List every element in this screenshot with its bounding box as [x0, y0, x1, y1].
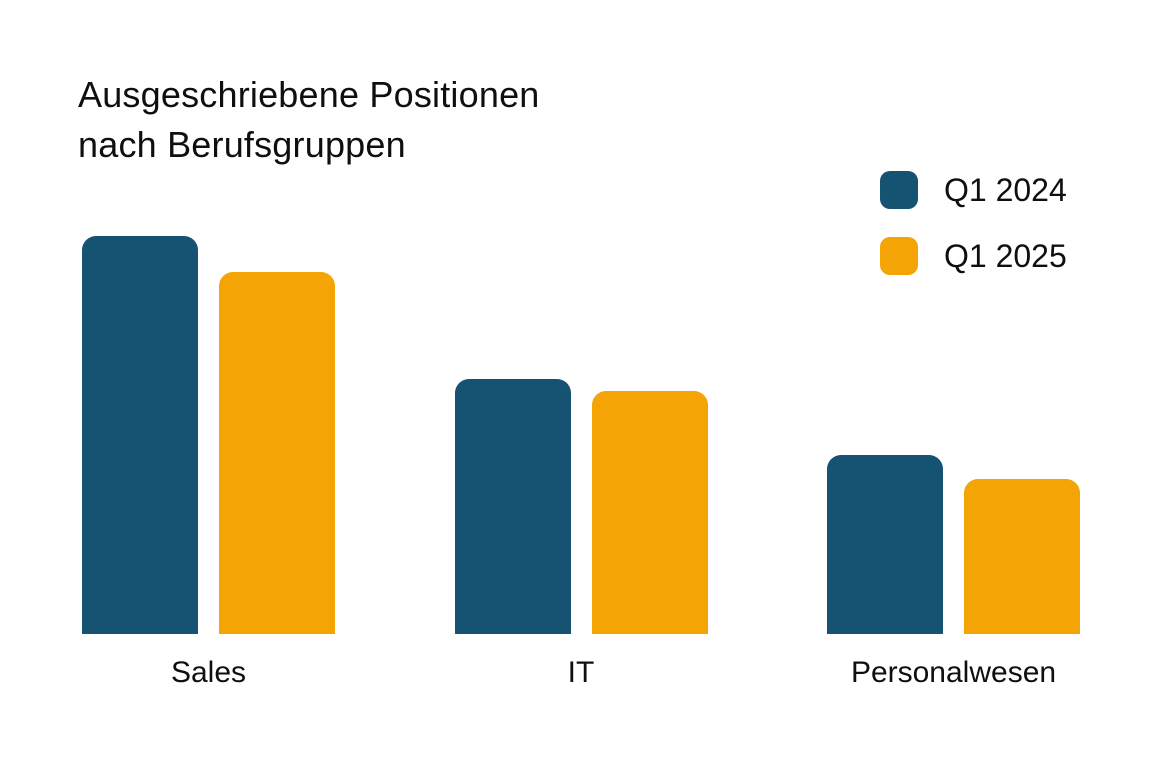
- legend-label-q1-2025: Q1 2025: [944, 237, 1067, 274]
- bar-q1-2024-it: [454, 379, 571, 634]
- category-axis: Sales IT Personalwesen: [82, 634, 1080, 690]
- chart-title-line-2: nach Berufsgruppen: [78, 124, 406, 166]
- legend-swatch-q1-2025-icon: [880, 237, 918, 275]
- chart-title-line-1: Ausgeschriebene Positionen: [78, 74, 540, 115]
- legend-item-q1-2024: Q1 2024: [880, 171, 1067, 209]
- bar-q1-2025-sales: [219, 272, 335, 634]
- plot-area: [82, 236, 1080, 634]
- bar-q1-2025-it: [591, 391, 708, 634]
- legend-item-q1-2025: Q1 2025: [880, 237, 1067, 275]
- bar-group-personalwesen: [827, 236, 1080, 634]
- category-label-personalwesen: Personalwesen: [850, 656, 1057, 689]
- legend: Q1 2024 Q1 2025: [880, 171, 1067, 275]
- legend-swatch-q1-2024-icon: [880, 171, 918, 209]
- chart-title: Ausgeschriebene Positionen nach Berufsgru…: [78, 70, 540, 171]
- bar-q1-2024-personalwesen: [827, 455, 943, 634]
- legend-label-q1-2024: Q1 2024: [944, 171, 1067, 208]
- bar-group-it: [454, 236, 708, 634]
- bar-q1-2024-sales: [82, 236, 198, 634]
- category-label-it: IT: [567, 656, 595, 689]
- bar-group-sales: [82, 236, 335, 634]
- bar-q1-2025-personalwesen: [964, 479, 1080, 634]
- category-label-sales: Sales: [170, 656, 247, 689]
